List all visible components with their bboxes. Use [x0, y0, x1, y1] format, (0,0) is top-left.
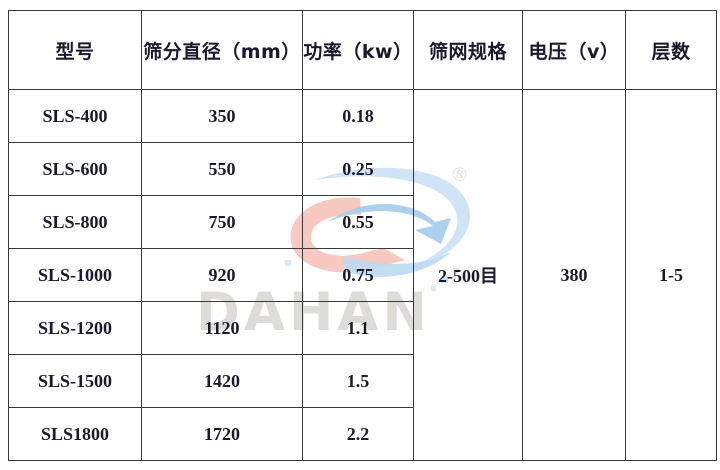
cell-diameter: 350 — [141, 89, 303, 143]
spec-table-container: 型号 筛分直径（mm） 功率（kw） 筛网规格 电压（v） 层数 SLS-400… — [8, 10, 717, 461]
specification-table: 型号 筛分直径（mm） 功率（kw） 筛网规格 电压（v） 层数 SLS-400… — [8, 10, 717, 461]
table-row: SLS-1500 1420 1.5 — [8, 354, 717, 408]
column-header-layers: 层数 — [625, 10, 717, 90]
column-header-voltage: 电压（v） — [522, 10, 626, 90]
column-header-model: 型号 — [8, 10, 142, 90]
table-row: SLS-1200 1120 1.1 — [8, 301, 717, 355]
cell-power: 1.1 — [302, 301, 414, 355]
table-row: SLS-400 350 0.18 2-500目 380 1-5 — [8, 89, 717, 461]
column-header-mesh: 筛网规格 — [413, 10, 523, 90]
cell-power: 0.55 — [302, 195, 414, 249]
cell-mesh-merged: 2-500目 — [413, 89, 523, 461]
cell-diameter: 550 — [141, 142, 303, 196]
cell-diameter: 1120 — [141, 301, 303, 355]
cell-diameter: 750 — [141, 195, 303, 249]
cell-model: SLS-400 — [8, 89, 142, 143]
cell-power: 1.5 — [302, 354, 414, 408]
column-header-diameter: 筛分直径（mm） — [141, 10, 303, 90]
cell-model: SLS1800 — [8, 407, 142, 461]
cell-voltage-merged: 380 — [522, 89, 626, 461]
cell-model: SLS-800 — [8, 195, 142, 249]
cell-power: 0.25 — [302, 142, 414, 196]
cell-model: SLS-1000 — [8, 248, 142, 302]
table-body: SLS-400 350 0.18 2-500目 380 1-5 SLS-600 … — [8, 89, 717, 461]
cell-model: SLS-1500 — [8, 354, 142, 408]
cell-model: SLS-1200 — [8, 301, 142, 355]
cell-diameter: 1420 — [141, 354, 303, 408]
cell-diameter: 920 — [141, 248, 303, 302]
cell-power: 0.75 — [302, 248, 414, 302]
cell-power: 0.18 — [302, 89, 414, 143]
header-row: 型号 筛分直径（mm） 功率（kw） 筛网规格 电压（v） 层数 — [8, 10, 717, 90]
column-header-power: 功率（kw） — [302, 10, 414, 90]
cell-diameter: 1720 — [141, 407, 303, 461]
table-row: SLS1800 1720 2.2 — [8, 407, 717, 461]
table-header: 型号 筛分直径（mm） 功率（kw） 筛网规格 电压（v） 层数 — [8, 10, 717, 90]
cell-model: SLS-600 — [8, 142, 142, 196]
cell-power: 2.2 — [302, 407, 414, 461]
cell-layers-merged: 1-5 — [625, 89, 717, 461]
